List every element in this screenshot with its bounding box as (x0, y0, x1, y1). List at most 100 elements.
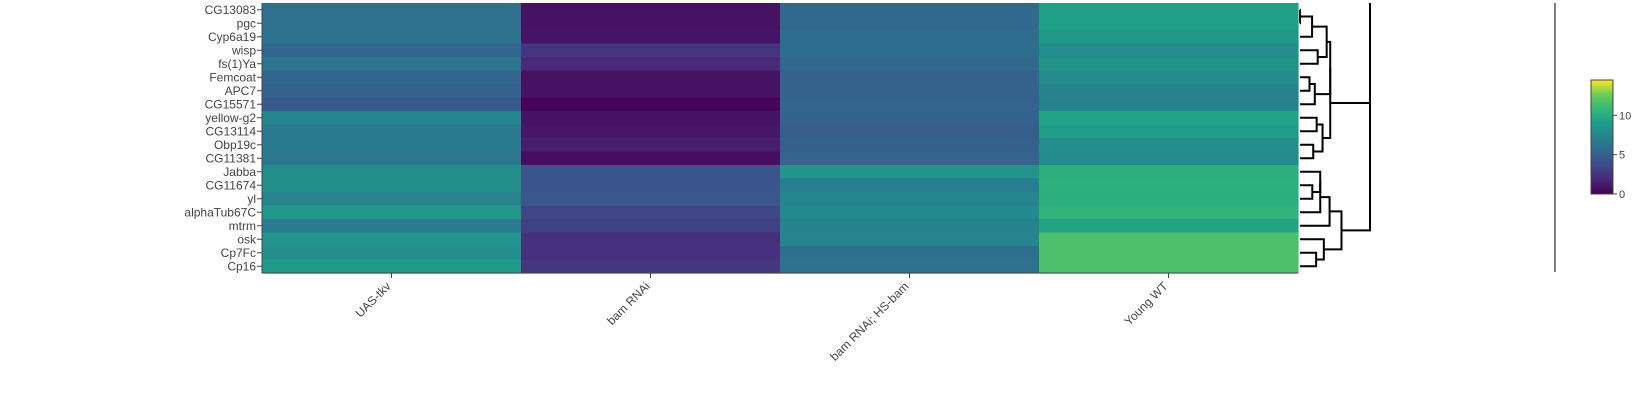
heatmap-cell (521, 71, 781, 85)
heatmap-cell (262, 165, 522, 179)
heatmap-cell (262, 260, 522, 274)
heatmap-cell (780, 260, 1040, 274)
heatmap-cell (521, 179, 781, 193)
heatmap-cell (521, 44, 781, 58)
heatmap-cell (1039, 179, 1299, 193)
y-tick-label: yl (247, 192, 256, 206)
dendrogram-branch (1300, 185, 1312, 199)
heatmap-cell (262, 152, 522, 166)
heatmap-cell (521, 152, 781, 166)
heatmap-cell (521, 233, 781, 247)
colorbar-tick-label: 0 (1619, 189, 1625, 201)
heatmap-cell (780, 233, 1040, 247)
heatmap-cell (521, 206, 781, 220)
heatmap-cell (262, 57, 522, 71)
heatmap-cell (521, 3, 781, 17)
x-tick-label: bam RNAi (604, 279, 653, 328)
heatmap-cell (780, 219, 1040, 233)
dendrogram-branch (1300, 182, 1320, 212)
heatmap-cell (262, 192, 522, 206)
heatmap-cell (1039, 17, 1299, 31)
heatmap-cell (521, 219, 781, 233)
y-tick-label: Obp19c (214, 138, 256, 152)
heatmap-cell (1039, 125, 1299, 139)
y-tick-label: fs(1)Ya (218, 57, 256, 71)
heatmap-cell (262, 125, 522, 139)
heatmap-cell (521, 138, 781, 152)
heatmap-cell (1039, 84, 1299, 98)
y-tick-label: pgc (237, 16, 256, 30)
heatmap-cell (521, 165, 781, 179)
x-tick-label: bam RNAi; HS-bam (827, 279, 911, 363)
colorbar-gradient (1591, 80, 1613, 194)
heatmap-cell (1039, 260, 1299, 274)
heatmap-cell (262, 71, 522, 85)
y-tick-label: CG13114 (206, 124, 257, 138)
y-tick-label: Femcoat (209, 70, 256, 84)
heatmap-cell (780, 3, 1040, 17)
heatmap-cell (521, 192, 781, 206)
y-tick-label: CG13083 (205, 3, 257, 17)
y-tick-label: Cp16 (227, 259, 256, 273)
heatmap-cell (262, 206, 522, 220)
y-tick-label: CG11674 (206, 178, 257, 192)
heatmap-cell (1039, 57, 1299, 71)
y-tick-label: Cp7Fc (221, 246, 256, 260)
heatmap-cell (780, 138, 1040, 152)
heatmap-cell (521, 111, 781, 125)
heatmap-cell (780, 192, 1040, 206)
heatmap-cell (1039, 98, 1299, 112)
x-tick-label: UAS-tkv (353, 279, 394, 320)
heatmap-cell (1039, 165, 1299, 179)
heatmap-cell (262, 98, 522, 112)
y-tick-label: mtrm (229, 219, 256, 233)
heatmap-cell (780, 125, 1040, 139)
dendrogram-branch (1300, 50, 1318, 64)
heatmap-cell (262, 111, 522, 125)
y-tick-labels: CG13083pgcCyp6a19wispfs(1)YaFemcoatAPC7C… (184, 3, 262, 274)
heatmap-cell (780, 152, 1040, 166)
heatmap-cell (780, 206, 1040, 220)
heatmap-cell (780, 17, 1040, 31)
heatmap-cell (780, 30, 1040, 44)
heatmap-cell (1039, 219, 1299, 233)
heatmap-cell (262, 30, 522, 44)
heatmap-cell (262, 233, 522, 247)
heatmap-cell (1039, 3, 1299, 17)
heatmap-cell (262, 17, 522, 31)
heatmap-cell (521, 98, 781, 112)
y-tick-label: APC7 (225, 84, 257, 98)
heatmap-cell (1039, 30, 1299, 44)
heatmap-cell (1039, 111, 1299, 125)
heatmap-cell (1039, 233, 1299, 247)
dendrogram-branch (1300, 84, 1315, 104)
row-dendrogram (1300, 3, 1370, 266)
dendrogram-branch (1324, 211, 1342, 249)
heatmap-cell (1039, 152, 1299, 166)
heatmap-cell (780, 246, 1040, 260)
dendrogram-branch (1300, 77, 1310, 91)
heatmap-cell (521, 246, 781, 260)
heatmap-cell (780, 179, 1040, 193)
heatmap-cell (1039, 192, 1299, 206)
heatmap-cells (262, 3, 1299, 274)
y-tick-label: yellow-g2 (205, 111, 256, 125)
heatmap-cell (262, 138, 522, 152)
heatmap-cell (521, 17, 781, 31)
heatmap-cell (780, 84, 1040, 98)
dendrogram-branch (1300, 239, 1324, 259)
heatmap-cell (521, 57, 781, 71)
heatmap-cell (780, 111, 1040, 125)
heatmap-cell (780, 71, 1040, 85)
heatmap-cell (1039, 246, 1299, 260)
heatmap-cell (1039, 71, 1299, 85)
heatmap-cell (262, 44, 522, 58)
dendrogram-branch (1300, 118, 1317, 132)
colorbar-tick-label: 10 (1619, 110, 1631, 122)
dendrogram-branch (1300, 17, 1312, 37)
heatmap-cell (521, 30, 781, 44)
